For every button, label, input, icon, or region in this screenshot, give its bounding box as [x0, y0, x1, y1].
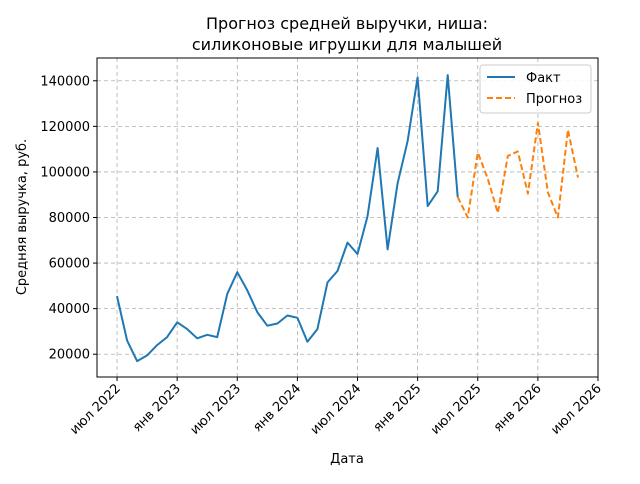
chart-title-line2: силиконовые игрушки для малышей [192, 35, 502, 54]
y-tick-label: 40000 [49, 302, 90, 317]
legend-label-forecast: Прогноз [526, 92, 582, 107]
y-axis-label: Средняя выручка, руб. [15, 139, 30, 295]
y-tick-label: 80000 [49, 211, 90, 226]
legend: Факт Прогноз [479, 64, 592, 114]
series-line-fact [116, 74, 459, 363]
series-line-forecast [456, 121, 579, 219]
chart-title-line1: Прогноз средней выручки, ниша: [206, 14, 488, 33]
series-layer [116, 74, 579, 363]
y-tick-label: 100000 [40, 165, 90, 180]
y-tick-label: 120000 [40, 120, 90, 135]
x-axis-label: Дата [330, 452, 364, 467]
y-tick-label: 60000 [49, 257, 90, 272]
y-tick-label: 20000 [49, 348, 90, 363]
legend-label-fact: Факт [526, 71, 561, 86]
y-tick-label: 140000 [40, 74, 90, 89]
